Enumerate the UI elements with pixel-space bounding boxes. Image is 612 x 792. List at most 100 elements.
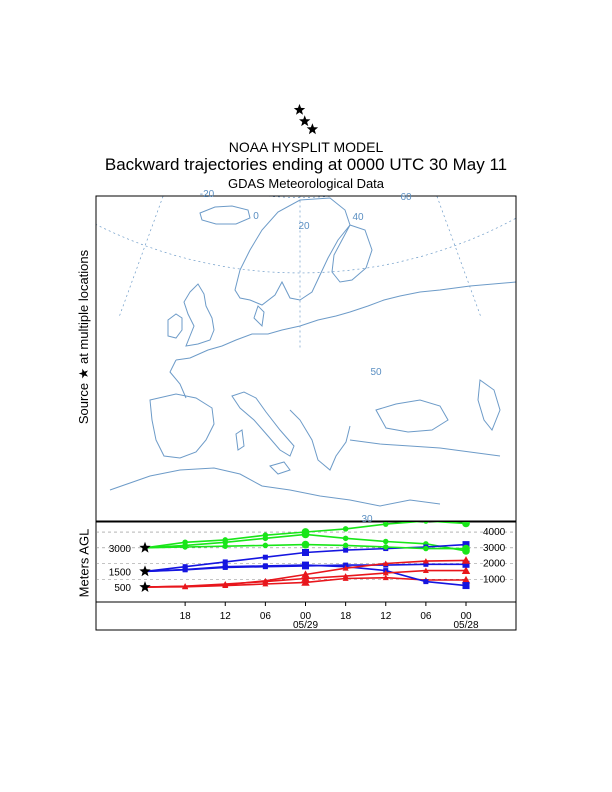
height-profile-point [182, 567, 188, 573]
trajectory-point [275, 119, 281, 125]
start-height-label: 1500 [109, 567, 132, 578]
trajectory-point [227, 78, 235, 86]
height-axis-label: 3000 [483, 543, 506, 554]
trajectory-line [188, 9, 313, 130]
trajectory-point [251, 124, 259, 132]
trajectory-point [268, 107, 274, 112]
height-profile-point [302, 548, 309, 556]
trajectory-point [253, 125, 260, 132]
height-profile-point [342, 542, 349, 549]
trajectory-point [213, 79, 219, 84]
height-profile-point [382, 560, 389, 566]
source-markers [139, 103, 319, 592]
source-star-marker [293, 103, 306, 115]
trajectory-line [216, 89, 300, 110]
height-profile-point [343, 562, 349, 568]
height-profile-point [462, 582, 470, 590]
trajectory-point [254, 101, 262, 109]
height-axis-label: 4000 [483, 527, 506, 538]
height-profile-point [422, 558, 429, 564]
longitude-line [436, 196, 482, 317]
height-profile-point [461, 556, 471, 564]
source-star-marker [306, 123, 319, 135]
height-profile-point [462, 541, 470, 549]
latitude-line [263, 196, 337, 198]
trajectory-point [214, 51, 219, 56]
trajectory-point [184, 39, 190, 45]
trajectory-point [292, 123, 298, 128]
time-tick-label: 12 [380, 611, 392, 622]
latitude-line [96, 217, 516, 274]
trajectory-point [188, 32, 194, 38]
height-profile-point [423, 561, 429, 567]
map-frame [95, 195, 517, 522]
trajectory-line [217, 115, 313, 129]
trajectory-line [195, 20, 300, 110]
time-tick-label: 18 [340, 611, 352, 622]
height-profile-point [383, 544, 389, 550]
graticule-label: 0 [253, 211, 259, 222]
trajectory-point [224, 91, 230, 96]
trajectory-point [272, 128, 277, 133]
trajectory-point [211, 67, 217, 73]
trajectory-point [224, 116, 230, 121]
trajectory-point [237, 100, 245, 108]
trajectory-point [214, 112, 220, 117]
trajectory-point [240, 101, 246, 106]
longitude-line [349, 0, 612, 225]
height-profile-point [342, 535, 349, 542]
height-profile-point [342, 565, 349, 571]
height-profile-point [461, 575, 471, 584]
height-profile-point [302, 562, 309, 570]
trajectory-point [229, 90, 237, 98]
trajectory-point [236, 82, 243, 89]
height-profile-point [342, 526, 349, 532]
trajectory-line [179, 29, 299, 110]
height-profile-point [301, 570, 310, 578]
height-profile-point [262, 554, 268, 560]
trajectory-point [255, 94, 260, 99]
height-profile-point [461, 566, 471, 574]
trajectory-point [231, 93, 237, 98]
time-tick-label: 18 [180, 611, 192, 622]
trajectory-point [214, 107, 219, 112]
trajectory-point [265, 118, 270, 123]
height-profile-point [423, 522, 429, 524]
trajectory-point [253, 114, 260, 121]
date-label: 05/28 [453, 620, 478, 631]
trajectory-point [236, 120, 242, 125]
height-profile-point [262, 564, 268, 570]
height-profile-point [262, 542, 269, 549]
source-star-marker [139, 581, 151, 592]
height-profile-point [182, 544, 188, 550]
data-source-title: GDAS Meteorological Data [227, 176, 385, 191]
trajectory-layer [176, 6, 312, 133]
trajectory-point [215, 110, 220, 115]
trajectory-point [269, 112, 275, 118]
height-profile-point [222, 564, 228, 570]
height-profile-point [301, 540, 310, 549]
trajectory-point [196, 60, 202, 66]
height-profile-point [343, 547, 349, 553]
trajectory-point [221, 87, 227, 92]
trajectory-point [265, 98, 271, 104]
source-star-marker [299, 115, 311, 127]
trajectory-point [272, 126, 278, 131]
height-profile-point [382, 574, 389, 581]
trajectory-point [240, 115, 245, 120]
trajectory-line [183, 35, 305, 121]
source-star-marker [139, 541, 151, 553]
time-tick-label: 00 [460, 611, 472, 622]
height-profile-point [342, 573, 349, 579]
trajectory-line [216, 82, 305, 122]
time-tick-label: 12 [220, 611, 232, 622]
trajectory-point [259, 114, 265, 120]
model-title: NOAA HYSPLIT MODEL [228, 139, 384, 155]
graticule-label: -20 [200, 189, 215, 200]
source-star-marker [139, 565, 151, 577]
start-height-label: 500 [114, 583, 131, 594]
trajectory-line [207, 106, 305, 123]
height-profile-point [422, 567, 429, 573]
start-height-label: 3000 [109, 544, 132, 555]
